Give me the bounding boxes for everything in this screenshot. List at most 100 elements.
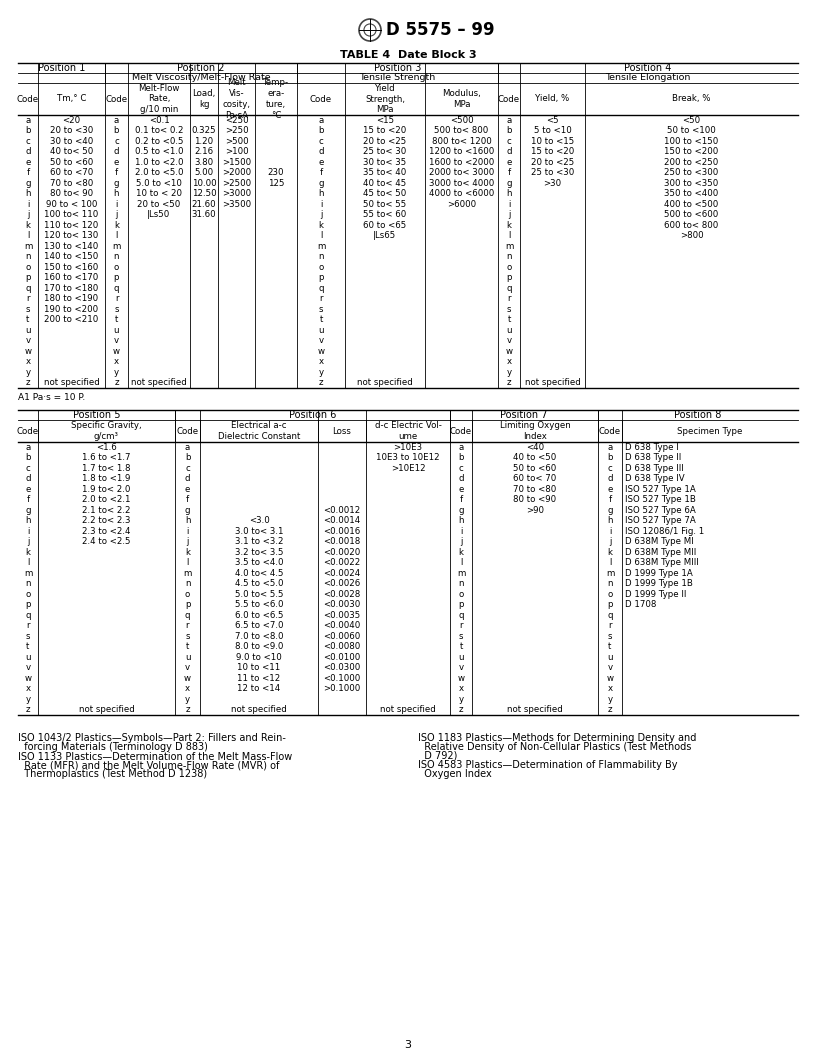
Text: 30 to< 35: 30 to< 35 [363,157,406,167]
Text: ISO 527 Type 6A: ISO 527 Type 6A [625,506,696,514]
Text: l: l [320,231,322,241]
Text: f: f [26,495,29,505]
Text: w: w [606,674,614,683]
Text: t: t [26,642,29,652]
Text: i: i [115,200,118,209]
Text: 160 to <170: 160 to <170 [44,274,99,282]
Text: D 638 Type II: D 638 Type II [625,453,681,463]
Text: <0.0018: <0.0018 [323,538,361,546]
Text: g: g [25,178,31,188]
Text: 5.5 to <6.0: 5.5 to <6.0 [235,600,283,609]
Text: v: v [25,663,30,673]
Text: i: i [508,200,510,209]
Text: v: v [607,663,613,673]
Text: 10 to < 20: 10 to < 20 [136,189,182,199]
Text: c: c [25,136,30,146]
Text: 5.00: 5.00 [194,168,214,177]
Text: ture,: ture, [266,100,286,109]
Text: >10E3: >10E3 [393,442,423,452]
Text: Yield: Yield [375,83,395,93]
Text: s: s [185,631,190,641]
Text: w: w [113,346,120,356]
Text: ISO 527 Type 7A: ISO 527 Type 7A [625,516,696,525]
Text: 10 to <11: 10 to <11 [237,663,281,673]
Text: u: u [25,325,31,335]
Text: g: g [459,506,463,514]
Text: j: j [320,210,322,220]
Text: |Ls50: |Ls50 [148,210,171,220]
Text: ISO 527 Type 1B: ISO 527 Type 1B [625,495,696,505]
Text: h: h [25,516,31,525]
Text: 6.5 to <7.0: 6.5 to <7.0 [235,621,283,630]
Text: d-c Electric Vol-: d-c Electric Vol- [375,421,441,430]
Text: D 792): D 792) [418,750,458,760]
Text: j: j [27,538,29,546]
Text: m: m [113,242,121,250]
Text: e: e [25,485,31,494]
Text: >90: >90 [526,506,544,514]
Text: not specified: not specified [380,705,436,714]
Text: a: a [507,116,512,125]
Text: 90 to < 100: 90 to < 100 [46,200,97,209]
Text: D 5575 – 99: D 5575 – 99 [386,21,494,39]
Text: Code: Code [105,94,127,103]
Text: n: n [607,580,613,588]
Text: 1200 to <1600: 1200 to <1600 [429,147,494,156]
Text: 31.60: 31.60 [192,210,216,220]
Text: <0.0035: <0.0035 [323,610,361,620]
Text: b: b [184,453,190,463]
Text: 4.0 to< 4.5: 4.0 to< 4.5 [235,569,283,578]
Text: 0.2 to <0.5: 0.2 to <0.5 [135,136,184,146]
Text: 1.7 to< 1.8: 1.7 to< 1.8 [82,464,131,473]
Text: Index: Index [523,432,547,441]
Text: c: c [608,464,612,473]
Text: 5.0 to< 5.5: 5.0 to< 5.5 [235,589,283,599]
Text: <250: <250 [224,116,248,125]
Text: >2000: >2000 [222,168,251,177]
Text: <3.0: <3.0 [249,516,269,525]
Text: o: o [25,263,31,271]
Text: 2.1 to< 2.2: 2.1 to< 2.2 [82,506,131,514]
Text: 20 to <50: 20 to <50 [137,200,180,209]
Text: 2.4 to <2.5: 2.4 to <2.5 [82,538,131,546]
Text: 3.0 to< 3.1: 3.0 to< 3.1 [235,527,283,535]
Text: k: k [25,548,30,557]
Text: <0.0022: <0.0022 [323,559,361,567]
Text: 50 to <60: 50 to <60 [50,157,93,167]
Text: y: y [507,367,512,377]
Text: ISO 1133 Plastics—Determination of the Melt Mass-Flow: ISO 1133 Plastics—Determination of the M… [18,752,292,762]
Text: 0.5 to <1.0: 0.5 to <1.0 [135,147,184,156]
Text: c: c [507,136,512,146]
Text: Position 4: Position 4 [624,63,672,73]
Text: 3.1 to <3.2: 3.1 to <3.2 [235,538,283,546]
Text: 2.16: 2.16 [194,147,214,156]
Text: n: n [25,580,31,588]
Text: o: o [607,589,613,599]
Text: <0.0028: <0.0028 [323,589,361,599]
Text: u: u [113,325,119,335]
Text: 1.0 to <2.0: 1.0 to <2.0 [135,157,184,167]
Text: forcing Materials (Terminology D 883): forcing Materials (Terminology D 883) [18,741,208,752]
Text: w: w [24,346,32,356]
Text: t: t [608,642,612,652]
Text: Position 3: Position 3 [374,63,421,73]
Text: ume: ume [398,432,418,441]
Text: f: f [319,168,322,177]
Text: 8.0 to <9.0: 8.0 to <9.0 [235,642,283,652]
Text: 190 to <200: 190 to <200 [44,305,99,314]
Text: b: b [113,127,119,135]
Text: c: c [114,136,119,146]
Text: <0.0020: <0.0020 [323,548,361,557]
Text: MPa: MPa [376,106,394,114]
Text: z: z [185,705,190,714]
Text: D 1999 Type II: D 1999 Type II [625,589,686,599]
Text: x: x [114,357,119,366]
Text: D 638 Type I: D 638 Type I [625,442,679,452]
Text: p: p [506,274,512,282]
Text: Position 2: Position 2 [177,63,224,73]
Text: z: z [26,378,30,388]
Text: 10E3 to 10E12: 10E3 to 10E12 [376,453,440,463]
Text: w: w [317,346,325,356]
Text: r: r [608,621,612,630]
Text: 10 to <15: 10 to <15 [531,136,574,146]
